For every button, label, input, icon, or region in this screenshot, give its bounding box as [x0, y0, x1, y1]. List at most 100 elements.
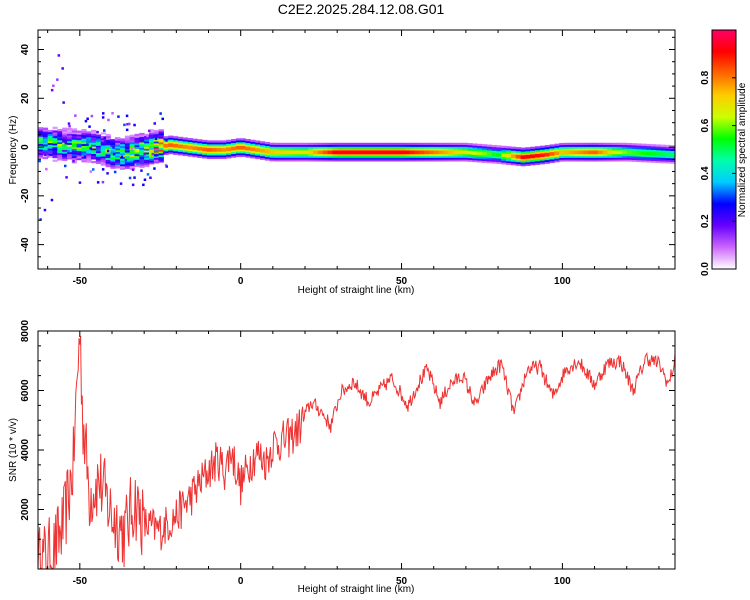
heatmap-cell [57, 132, 63, 135]
heatmap-cell [182, 139, 188, 142]
heatmap-cell [255, 144, 261, 147]
heatmap-cell [409, 150, 415, 153]
heatmap-cell [351, 157, 357, 160]
heatmap-cell [443, 159, 449, 162]
heatmap-cell [144, 159, 150, 162]
heatmap-cell [308, 153, 314, 156]
heatmap-cell [626, 152, 632, 155]
heatmap-cell [313, 153, 319, 156]
heatmap-cell [424, 148, 430, 151]
heatmap-cell [259, 146, 266, 149]
heatmap-cell [525, 163, 531, 166]
heatmap-cell [76, 143, 82, 146]
heatmap-cell [250, 150, 256, 153]
heatmap-cell [453, 144, 459, 147]
heatmap-cell [250, 141, 256, 144]
heatmap-cell [158, 132, 164, 136]
heatmap-cell [303, 155, 309, 158]
heatmap-cell [235, 141, 242, 145]
heatmap-cell [66, 127, 73, 131]
heatmap-cell [71, 142, 78, 146]
heatmap-cell [57, 150, 63, 154]
heatmap-cell [438, 148, 444, 151]
heatmap-cell [409, 153, 415, 156]
heatmap-cell [187, 139, 193, 143]
heatmap-cell [530, 155, 536, 159]
heatmap-cell [428, 153, 435, 156]
heatmap-cell [206, 151, 213, 154]
heatmap-cell [129, 160, 135, 163]
heatmap-cell [168, 142, 174, 146]
heatmap-cell [240, 138, 246, 141]
heatmap-cell [375, 153, 382, 156]
heatmap-cell [317, 151, 324, 155]
heatmap-cell [515, 159, 521, 163]
heatmap-cell [47, 150, 53, 153]
heatmap-cell [129, 136, 135, 139]
heatmap-cell [52, 143, 58, 146]
heatmap-cell [76, 139, 82, 142]
heatmap-cell [100, 150, 106, 153]
heatmap-cell [660, 155, 666, 158]
heatmap-cell [332, 155, 338, 158]
heatmap-cell [501, 156, 507, 159]
heatmap-cell [100, 163, 106, 166]
heatmap-cell [187, 138, 193, 141]
heatmap-cell [510, 150, 517, 153]
heatmap-cell [612, 159, 618, 162]
heatmap-cell [206, 142, 213, 145]
heatmap-cell [472, 152, 478, 155]
heatmap-cell [303, 159, 309, 162]
heatmap-cell [148, 158, 155, 161]
heatmap-cell [588, 151, 594, 155]
heatmap-cell [530, 159, 536, 162]
heatmap-cell [520, 164, 526, 167]
heatmap-cell [655, 149, 661, 153]
heatmap-cell [467, 159, 473, 162]
heatmap-cell [612, 150, 618, 153]
heatmap-cell [472, 158, 478, 161]
heatmap-cell [115, 151, 121, 154]
heatmap-cell [317, 150, 324, 153]
heatmap-cell [472, 147, 478, 150]
heatmap-cell [327, 144, 333, 147]
heatmap-cell [346, 148, 353, 151]
heatmap-cell [52, 159, 58, 162]
heatmap-cell [197, 153, 203, 157]
heatmap-cell [66, 140, 73, 144]
heatmap-cell [506, 151, 512, 154]
heatmap-cell [91, 144, 97, 147]
heatmap-cell [424, 144, 430, 147]
heatmap-cell [597, 150, 604, 153]
heatmap-cell [91, 148, 97, 151]
heatmap-cell [612, 157, 618, 160]
heatmap-cell [337, 157, 343, 160]
heatmap-cell [38, 156, 44, 159]
heatmap-noise-cell [133, 160, 136, 163]
heatmap-cell [525, 156, 531, 159]
heatmap-cell [375, 144, 382, 147]
heatmap-cell [438, 150, 444, 153]
heatmap-cell [202, 141, 208, 144]
heatmap-cell [120, 143, 126, 147]
heatmap-cell [665, 144, 671, 148]
heatmap-cell [110, 150, 116, 153]
heatmap-cell [481, 151, 488, 154]
heatmap-cell [337, 155, 343, 158]
heatmap-cell [240, 143, 246, 146]
heatmap-cell [173, 145, 179, 148]
heatmap-cell [288, 142, 295, 146]
heatmap-cell [226, 156, 232, 159]
heatmap-cell [631, 155, 637, 159]
heatmap-cell [57, 143, 63, 146]
heatmap-cell [313, 151, 319, 155]
heatmap-cell [47, 148, 53, 151]
heatmap-cell [293, 155, 299, 158]
heatmap-cell [264, 154, 271, 157]
heatmap-cell [448, 144, 454, 147]
heatmap-cell [501, 149, 507, 152]
heatmap-cell [375, 159, 382, 162]
heatmap-cell [544, 159, 550, 162]
heatmap-noise-cell [39, 218, 42, 221]
heatmap-cell [535, 149, 541, 153]
